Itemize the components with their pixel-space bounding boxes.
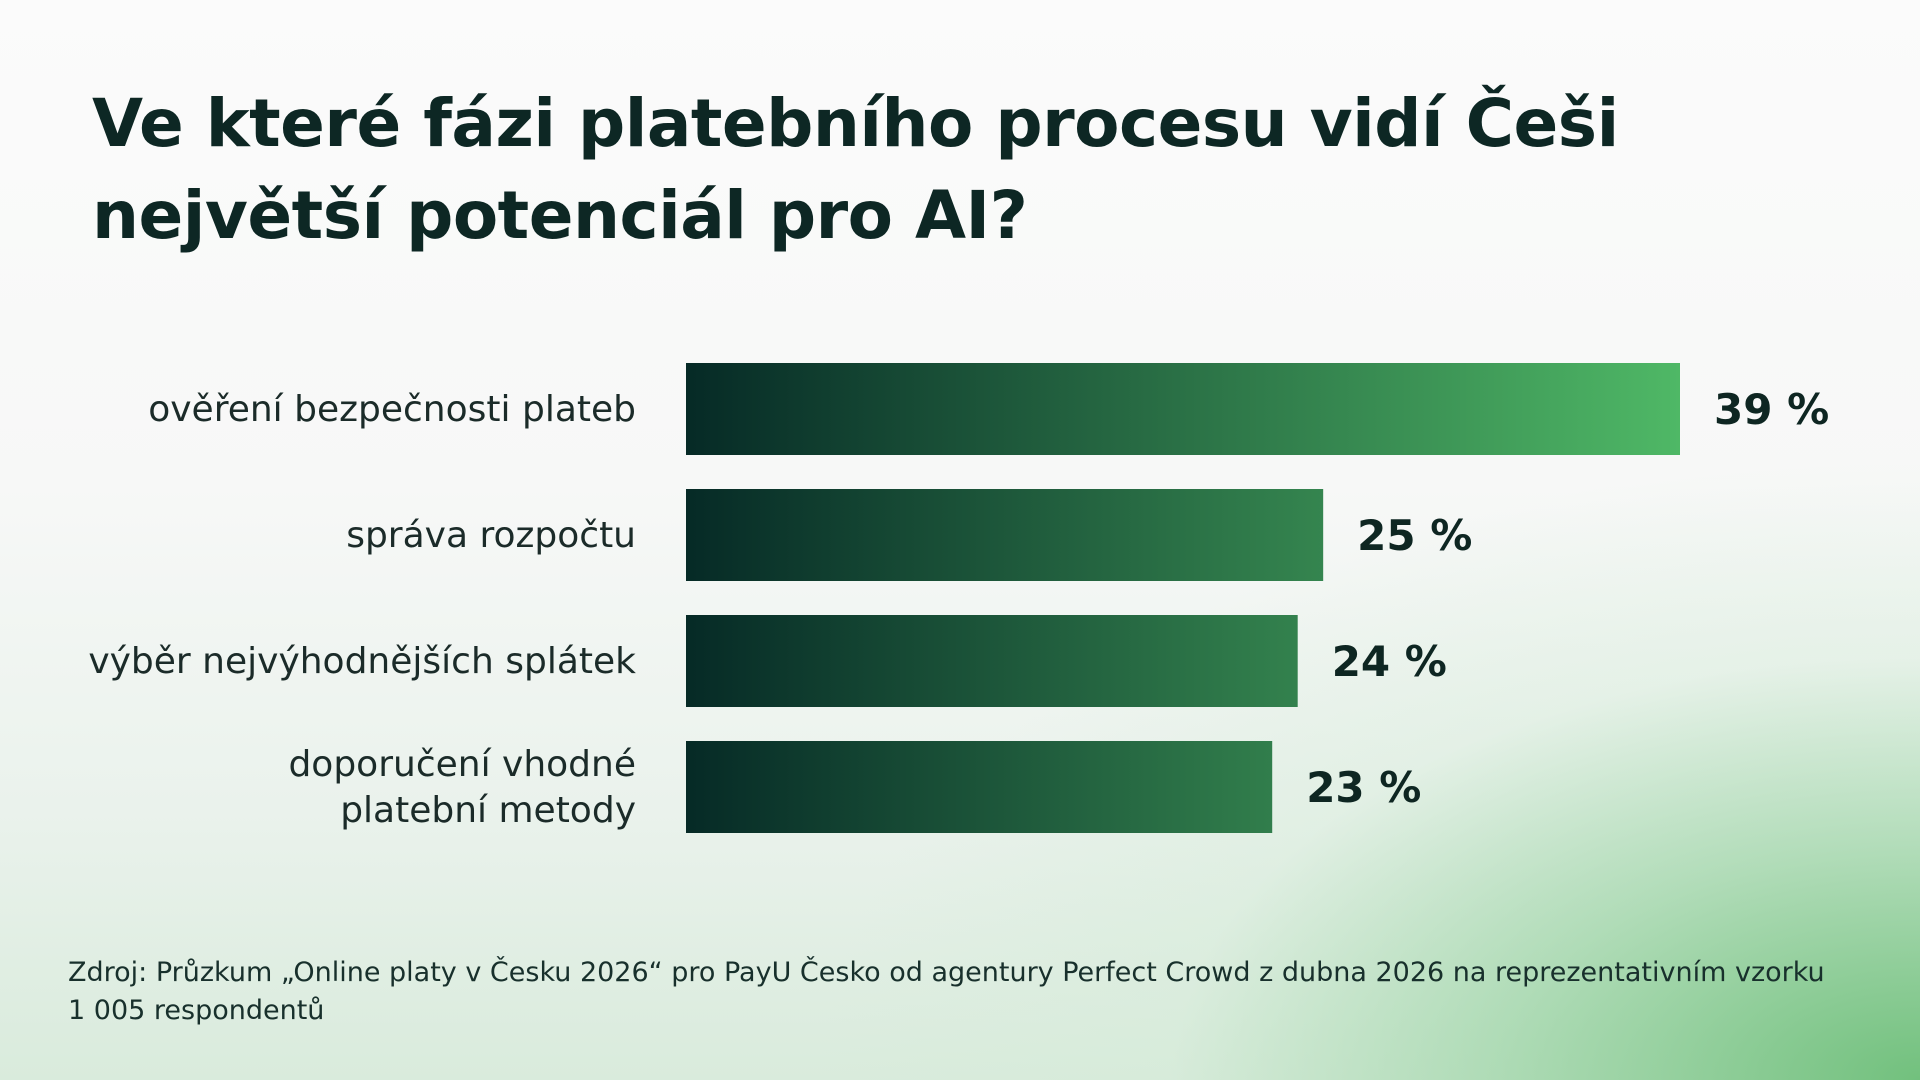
bar-1 [686, 363, 1680, 455]
chart-title: Ve které fázi platebního procesu vidí Če… [92, 85, 1619, 254]
category-label-4: doporučení vhodné platební metody [288, 744, 636, 831]
bars: ověření bezpečnosti plateb 39 % správa roz… [88, 363, 1829, 833]
category-label-1: ověření bezpečnosti plateb [148, 389, 636, 430]
value-label-2: 25 % [1357, 511, 1472, 560]
value-label-4: 23 % [1306, 763, 1421, 812]
bar-4 [686, 741, 1273, 833]
category-label-2: správa rozpočtu [346, 515, 636, 556]
category-label-3: výběr nejvýhodnějších splátek [88, 641, 636, 682]
bar-2 [686, 489, 1324, 581]
value-label-1: 39 % [1714, 385, 1829, 434]
source-note: Zdroj: Průzkum „Online platy v Česku 202… [68, 957, 1825, 1026]
value-label-3: 24 % [1332, 637, 1447, 686]
bar-3 [686, 615, 1298, 707]
